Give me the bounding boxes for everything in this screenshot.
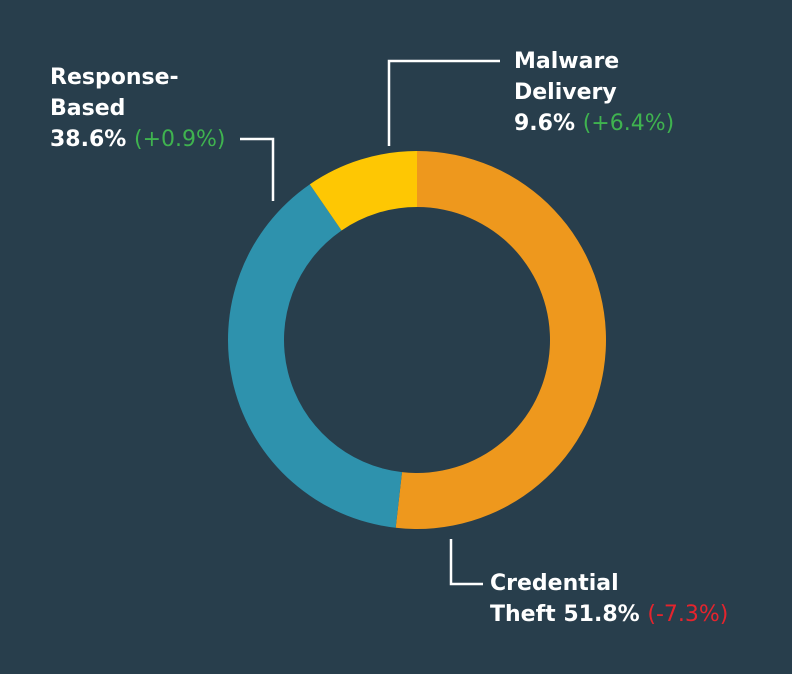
donut-slices [228, 151, 607, 530]
leader-lines [240, 59, 500, 586]
leader-line-malware-delivery [387, 59, 500, 146]
donut-slice-malware-delivery [309, 151, 417, 231]
slice-name-line: Credential [490, 571, 619, 596]
slice-label-credential-theft: Credential Theft 51.8% (-7.3%) [490, 568, 728, 630]
leader-line-credential-theft [449, 539, 483, 586]
slice-name-line: Delivery [514, 80, 617, 105]
slice-name-line: Theft [490, 602, 556, 627]
donut-slice-credential-theft [395, 151, 607, 530]
slice-change-label: (+0.9%) [134, 127, 226, 152]
leader-line-response-based [240, 137, 275, 201]
slice-name-line: Response- [50, 65, 179, 90]
slice-value-label: 51.8% [563, 602, 640, 627]
slice-value-label: 9.6% [514, 111, 576, 136]
slice-value-label: 38.6% [50, 127, 127, 152]
slice-label-malware-delivery: Malware Delivery 9.6% (+6.4%) [514, 46, 674, 139]
slice-name-line: Based [50, 96, 126, 121]
slice-change-label: (-7.3%) [647, 602, 729, 627]
slice-change-label: (+6.4%) [582, 111, 675, 136]
slice-name-line: Malware [514, 49, 620, 74]
donut-slice-response-based [228, 184, 402, 528]
slice-label-response-based: Response- Based 38.6% (+0.9%) [50, 62, 226, 155]
